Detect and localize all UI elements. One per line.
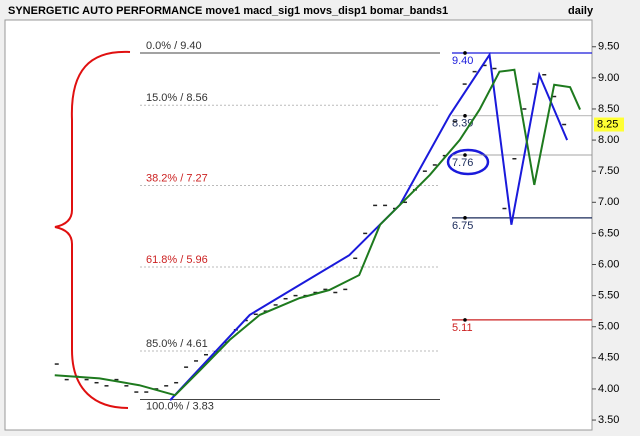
projection-label: 6.75 <box>452 220 473 232</box>
chart-title: SYNERGETIC AUTO PERFORMANCE move1 macd_s… <box>8 5 448 17</box>
y-tick-label: 5.00 <box>598 321 619 333</box>
projection-label: 8.39 <box>452 118 473 130</box>
y-tick-label: 6.50 <box>598 227 619 239</box>
y-tick-label: 9.50 <box>598 41 619 53</box>
y-tick-label: 7.50 <box>598 165 619 177</box>
fib-label: 85.0% / 4.61 <box>146 338 208 350</box>
fib-label: 0.0% / 9.40 <box>146 40 202 52</box>
projection-point <box>463 51 467 55</box>
projection-label: 9.40 <box>452 55 473 67</box>
brace-annotation <box>54 50 131 409</box>
projection-point <box>463 216 467 220</box>
y-tick-label: 3.50 <box>598 414 619 426</box>
indicator-line <box>54 68 581 397</box>
y-tick-label: 4.00 <box>598 383 619 395</box>
y-tick-label: 5.50 <box>598 290 619 302</box>
y-tick-label: 8.50 <box>598 103 619 115</box>
projection-label: 5.11 <box>452 322 473 334</box>
fib-label: 61.8% / 5.96 <box>146 254 208 266</box>
y-tick-label: 7.00 <box>598 196 619 208</box>
y-tick-label: 8.00 <box>598 134 619 146</box>
circle-annotation <box>446 148 490 176</box>
indicator-line <box>169 52 569 401</box>
projection-point <box>463 318 467 322</box>
projection-label: 7.76 <box>452 157 473 169</box>
y-tick-label: 6.00 <box>598 258 619 270</box>
y-tick-label: 9.00 <box>598 72 619 84</box>
fib-label: 15.0% / 8.56 <box>146 92 208 104</box>
fib-label: 100.0% / 3.83 <box>146 400 214 412</box>
last-price-label: 8.25 <box>597 118 618 130</box>
last-price-box <box>594 117 624 132</box>
plot-area <box>4 19 593 431</box>
fib-label: 38.2% / 7.27 <box>146 172 208 184</box>
projection-point <box>463 114 467 118</box>
timeframe: daily <box>568 5 594 17</box>
projection-point <box>463 153 467 157</box>
y-tick-label: 4.50 <box>598 352 619 364</box>
